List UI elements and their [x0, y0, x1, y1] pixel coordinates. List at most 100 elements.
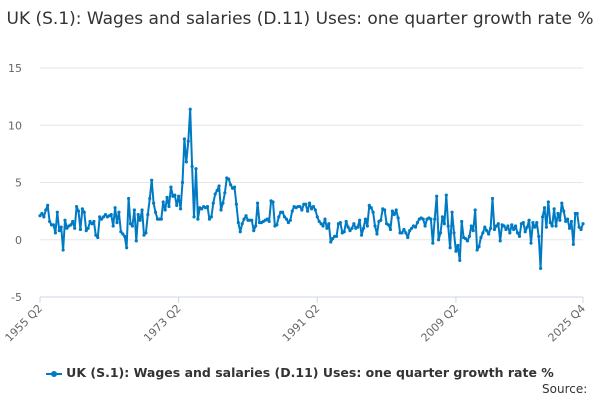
- data-point: [369, 206, 373, 210]
- data-point: [159, 217, 163, 221]
- data-point: [408, 228, 412, 233]
- data-point: [84, 228, 88, 233]
- data-point: [113, 206, 117, 210]
- data-point: [288, 218, 292, 222]
- y-tick-label: -5: [11, 291, 22, 304]
- data-point: [539, 266, 543, 270]
- data-point: [581, 222, 585, 226]
- data-point: [304, 202, 308, 206]
- data-point: [456, 243, 460, 248]
- data-point: [313, 208, 317, 212]
- x-tick-label: 1991 Q2: [280, 302, 323, 345]
- data-point: [556, 211, 560, 216]
- data-point: [78, 227, 83, 232]
- data-point: [209, 215, 213, 219]
- series-path: [39, 108, 584, 270]
- data-point: [182, 137, 187, 141]
- data-point: [512, 227, 516, 232]
- data-point: [244, 214, 248, 218]
- data-point: [69, 223, 73, 227]
- data-point: [406, 235, 410, 240]
- data-point: [184, 160, 188, 164]
- data-point: [161, 200, 165, 204]
- data-point: [523, 230, 527, 234]
- data-point: [504, 227, 508, 232]
- data-point: [342, 230, 346, 234]
- data-point: [227, 177, 231, 181]
- y-axis-ticks: -5 0 5 10 15: [8, 62, 22, 304]
- data-point: [410, 226, 414, 230]
- data-point: [515, 231, 520, 235]
- data-point: [460, 219, 464, 224]
- data-point: [338, 220, 342, 225]
- data-point: [485, 228, 489, 233]
- data-point: [315, 215, 319, 219]
- data-point: [232, 185, 237, 189]
- data-point: [567, 226, 572, 230]
- data-point: [311, 204, 316, 209]
- data-point: [452, 231, 456, 235]
- data-point: [421, 217, 425, 221]
- data-point: [488, 226, 493, 230]
- data-point: [498, 239, 502, 243]
- data-point: [487, 232, 491, 236]
- data-point: [440, 215, 445, 219]
- data-point: [321, 224, 325, 228]
- data-point: [450, 210, 454, 214]
- data-point: [390, 209, 394, 213]
- data-point: [254, 224, 258, 228]
- data-point: [436, 238, 441, 242]
- x-tick-label: 1973 Q2: [141, 302, 184, 345]
- data-point: [577, 225, 581, 229]
- data-point: [560, 201, 564, 205]
- data-point: [542, 206, 547, 210]
- data-point: [234, 202, 239, 206]
- data-point: [180, 180, 185, 185]
- data-point: [98, 215, 102, 219]
- x-tick-label: 2025 Q4: [546, 302, 589, 345]
- x-tick-label: 1955 Q2: [3, 302, 46, 345]
- data-point: [575, 211, 579, 216]
- data-point: [130, 224, 135, 228]
- data-point: [42, 215, 46, 219]
- data-point: [537, 234, 541, 238]
- data-point: [531, 220, 535, 225]
- x-axis: 1955 Q2 1973 Q2 1991 Q2 2009 Q2 2025 Q4: [3, 296, 589, 345]
- data-point: [359, 233, 364, 237]
- data-point: [74, 204, 79, 209]
- data-point: [55, 210, 59, 214]
- data-point: [196, 217, 200, 221]
- data-point: [458, 258, 462, 262]
- data-point: [153, 210, 158, 214]
- data-point: [469, 224, 473, 228]
- data-point: [392, 212, 396, 217]
- data-point: [190, 164, 194, 169]
- data-point: [194, 167, 198, 171]
- data-point: [527, 218, 531, 222]
- data-point: [496, 222, 500, 226]
- data-point: [267, 219, 271, 224]
- data-point: [252, 228, 256, 233]
- data-point: [521, 220, 525, 225]
- data-point: [435, 194, 439, 198]
- data-point: [80, 207, 84, 211]
- data-point: [298, 204, 302, 209]
- legend-label: UK (S.1): Wages and salaries (D.11) Uses…: [66, 365, 554, 380]
- legend-marker-icon: [46, 369, 63, 379]
- data-point: [221, 201, 225, 205]
- data-point: [463, 237, 468, 241]
- data-point: [277, 215, 281, 219]
- data-point: [284, 217, 289, 221]
- data-point: [329, 240, 333, 244]
- data-point: [92, 219, 96, 224]
- data-point: [325, 226, 329, 230]
- legend[interactable]: UK (S.1): Wages and salaries (D.11) Uses…: [0, 365, 600, 380]
- data-point: [178, 207, 183, 211]
- data-point: [383, 208, 387, 212]
- data-point: [529, 241, 533, 245]
- data-point: [169, 185, 173, 189]
- data-point: [438, 231, 443, 235]
- data-point: [152, 201, 156, 205]
- data-point: [71, 219, 75, 224]
- data-point: [167, 204, 171, 209]
